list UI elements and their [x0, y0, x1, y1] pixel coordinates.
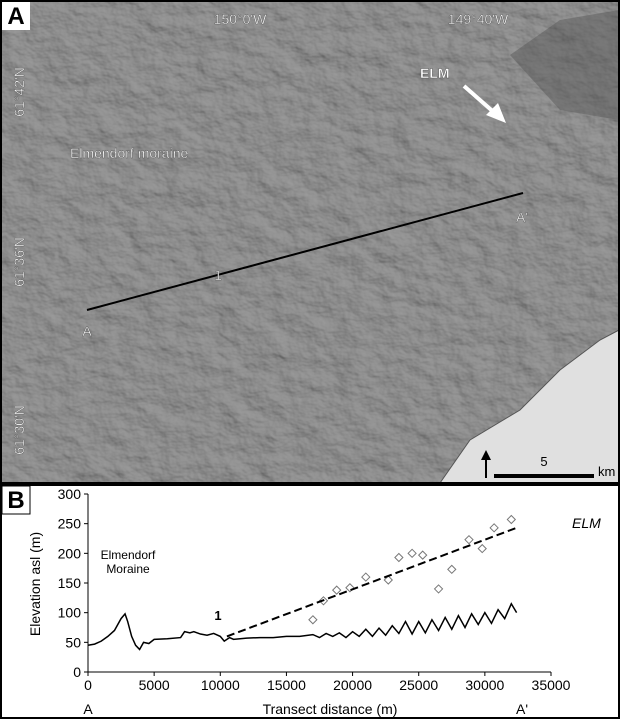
transect-start: A [82, 323, 92, 339]
y-tick-label: 0 [73, 664, 81, 680]
y-tick-label: 100 [58, 605, 82, 621]
x-tick-label: 35000 [532, 677, 571, 693]
x-tick-label: 30000 [465, 677, 504, 693]
scale-value: 5 [540, 454, 547, 469]
chart: B Transect distance (m) Elevation asl (m… [0, 484, 620, 719]
y-tick-label: 200 [58, 545, 82, 561]
lat-label: 61°42'N [11, 67, 27, 117]
x-tick-label: 0 [84, 677, 92, 693]
x-tick-label: 10000 [201, 677, 240, 693]
scale-unit: km [598, 464, 615, 479]
lon-label: 149°40'W [448, 11, 509, 27]
chart-frame [1, 485, 619, 718]
y-tick-label: 250 [58, 516, 82, 532]
lat-label: 61°36'N [11, 237, 27, 287]
map-panel: A 150°0'W 149°40'W 61°42'N 61°36'N 61°30… [0, 0, 620, 484]
feature-label: ELM [420, 65, 450, 81]
annotation: ELM [572, 515, 601, 531]
x-tick-label: 5000 [139, 677, 170, 693]
y-tick-label: 50 [65, 634, 81, 650]
y-axis-label: Elevation asl (m) [27, 532, 43, 636]
annotation: Elmendorf Moraine [88, 548, 168, 576]
transect-marker: 1 [214, 267, 222, 283]
lat-label: 61°30'N [11, 405, 27, 455]
x-axis-label: Transect distance (m) [263, 701, 398, 717]
y-tick-label: 300 [58, 486, 82, 502]
figure: A 150°0'W 149°40'W 61°42'N 61°36'N 61°30… [0, 0, 620, 719]
panel-letter: B [7, 487, 24, 514]
x-tick-label: 20000 [333, 677, 372, 693]
panel-letter: A [7, 3, 24, 30]
lon-label: 150°0'W [214, 11, 267, 27]
x-tick-label: 15000 [267, 677, 306, 693]
transect-end: A' [516, 209, 528, 225]
annotation: 1 [214, 608, 221, 623]
place-label: Elmendorf moraine [70, 145, 188, 161]
endpoint-label: A' [516, 701, 528, 717]
x-tick-label: 25000 [399, 677, 438, 693]
endpoint-label: A [83, 701, 93, 717]
y-tick-label: 150 [58, 575, 82, 591]
